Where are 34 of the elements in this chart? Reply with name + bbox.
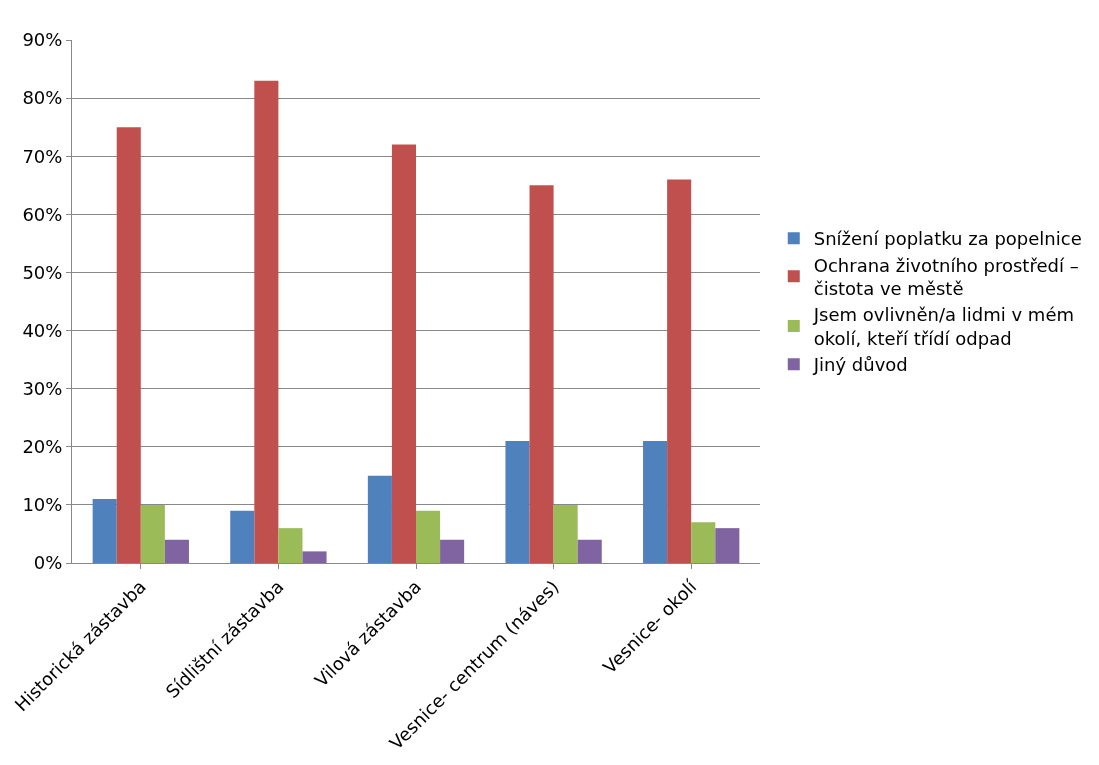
bar — [577, 539, 602, 563]
bar — [367, 475, 392, 563]
bar — [667, 179, 692, 563]
bar — [391, 144, 416, 563]
bar — [553, 504, 578, 563]
bar — [230, 510, 255, 563]
bar — [164, 539, 189, 563]
legend-label: Jiný důvod — [812, 354, 908, 376]
legend-label: Ochrana životního prostředí – čistota ve městě — [813, 254, 1079, 300]
bar — [302, 551, 327, 563]
y-tick-label: 80% — [22, 87, 63, 109]
bar — [416, 510, 441, 563]
y-tick-label: 70% — [22, 145, 63, 167]
bar — [116, 127, 141, 563]
y-tick-label: 40% — [22, 319, 63, 341]
bar — [505, 440, 530, 563]
y-tick-label: 0% — [33, 552, 63, 574]
bar — [715, 528, 740, 563]
bar — [691, 522, 716, 563]
y-tick-label: 10% — [22, 494, 63, 516]
bar — [278, 528, 303, 563]
bar — [140, 504, 165, 563]
y-tick-label: 50% — [22, 261, 63, 283]
bar — [254, 80, 279, 563]
bar — [440, 539, 465, 563]
legend-label: Snížení poplatku za popelnice — [813, 228, 1082, 250]
y-tick-label: 60% — [22, 203, 63, 225]
bar — [643, 440, 668, 563]
legend-label: Jsem ovlivněn/a lidmi v mém okolí, kteří třídí odpad — [812, 304, 1075, 349]
bar — [92, 499, 117, 563]
bar — [529, 185, 554, 563]
y-tick-label: 90% — [22, 29, 63, 51]
y-tick-label: 30% — [22, 377, 63, 399]
y-tick-label: 20% — [22, 436, 63, 458]
